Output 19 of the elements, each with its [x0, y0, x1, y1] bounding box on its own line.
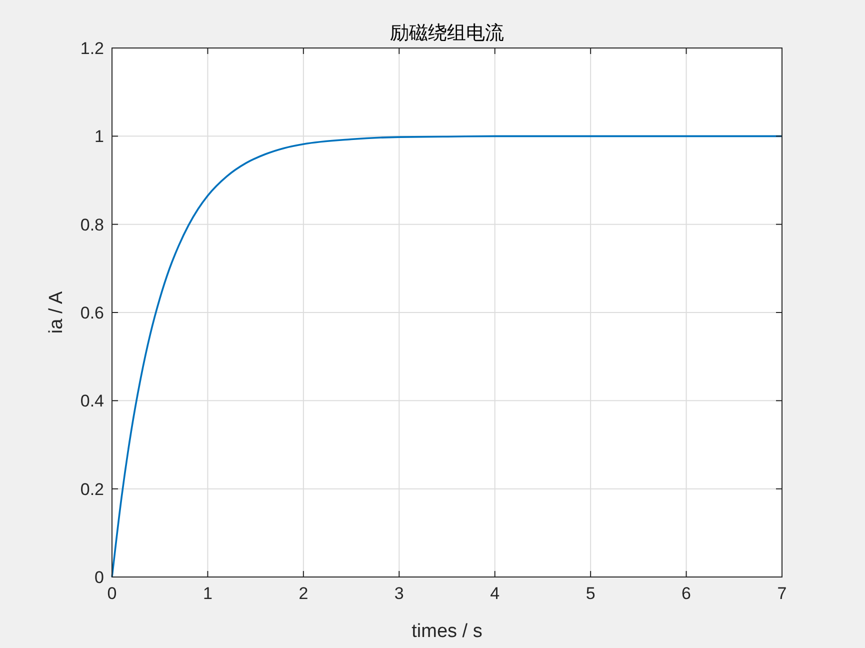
y-tick-label: 1.2	[80, 38, 104, 58]
x-axis-title: times / s	[412, 621, 482, 642]
y-tick-label: 1	[94, 127, 104, 146]
line-series	[111, 135, 783, 578]
y-tick-label: 0.4	[80, 392, 104, 411]
x-tick-label: 2	[298, 584, 308, 603]
y-tick-label: 0.8	[80, 215, 104, 234]
chart-title: 励磁绕组电流	[390, 22, 504, 44]
x-tick-label: 3	[394, 584, 404, 603]
y-axis-title: ia / A	[46, 291, 67, 334]
x-tick-label: 0	[107, 584, 117, 603]
x-tick-label: 4	[490, 584, 500, 603]
y-tick-label: 0.2	[80, 480, 104, 499]
y-tick-label: 0	[94, 568, 104, 587]
y-tick-label: 0.6	[80, 303, 104, 322]
x-tick-label: 7	[777, 584, 787, 603]
x-tick-label: 6	[682, 584, 692, 603]
x-tick-label: 5	[586, 584, 596, 603]
x-tick-label: 1	[202, 584, 212, 603]
